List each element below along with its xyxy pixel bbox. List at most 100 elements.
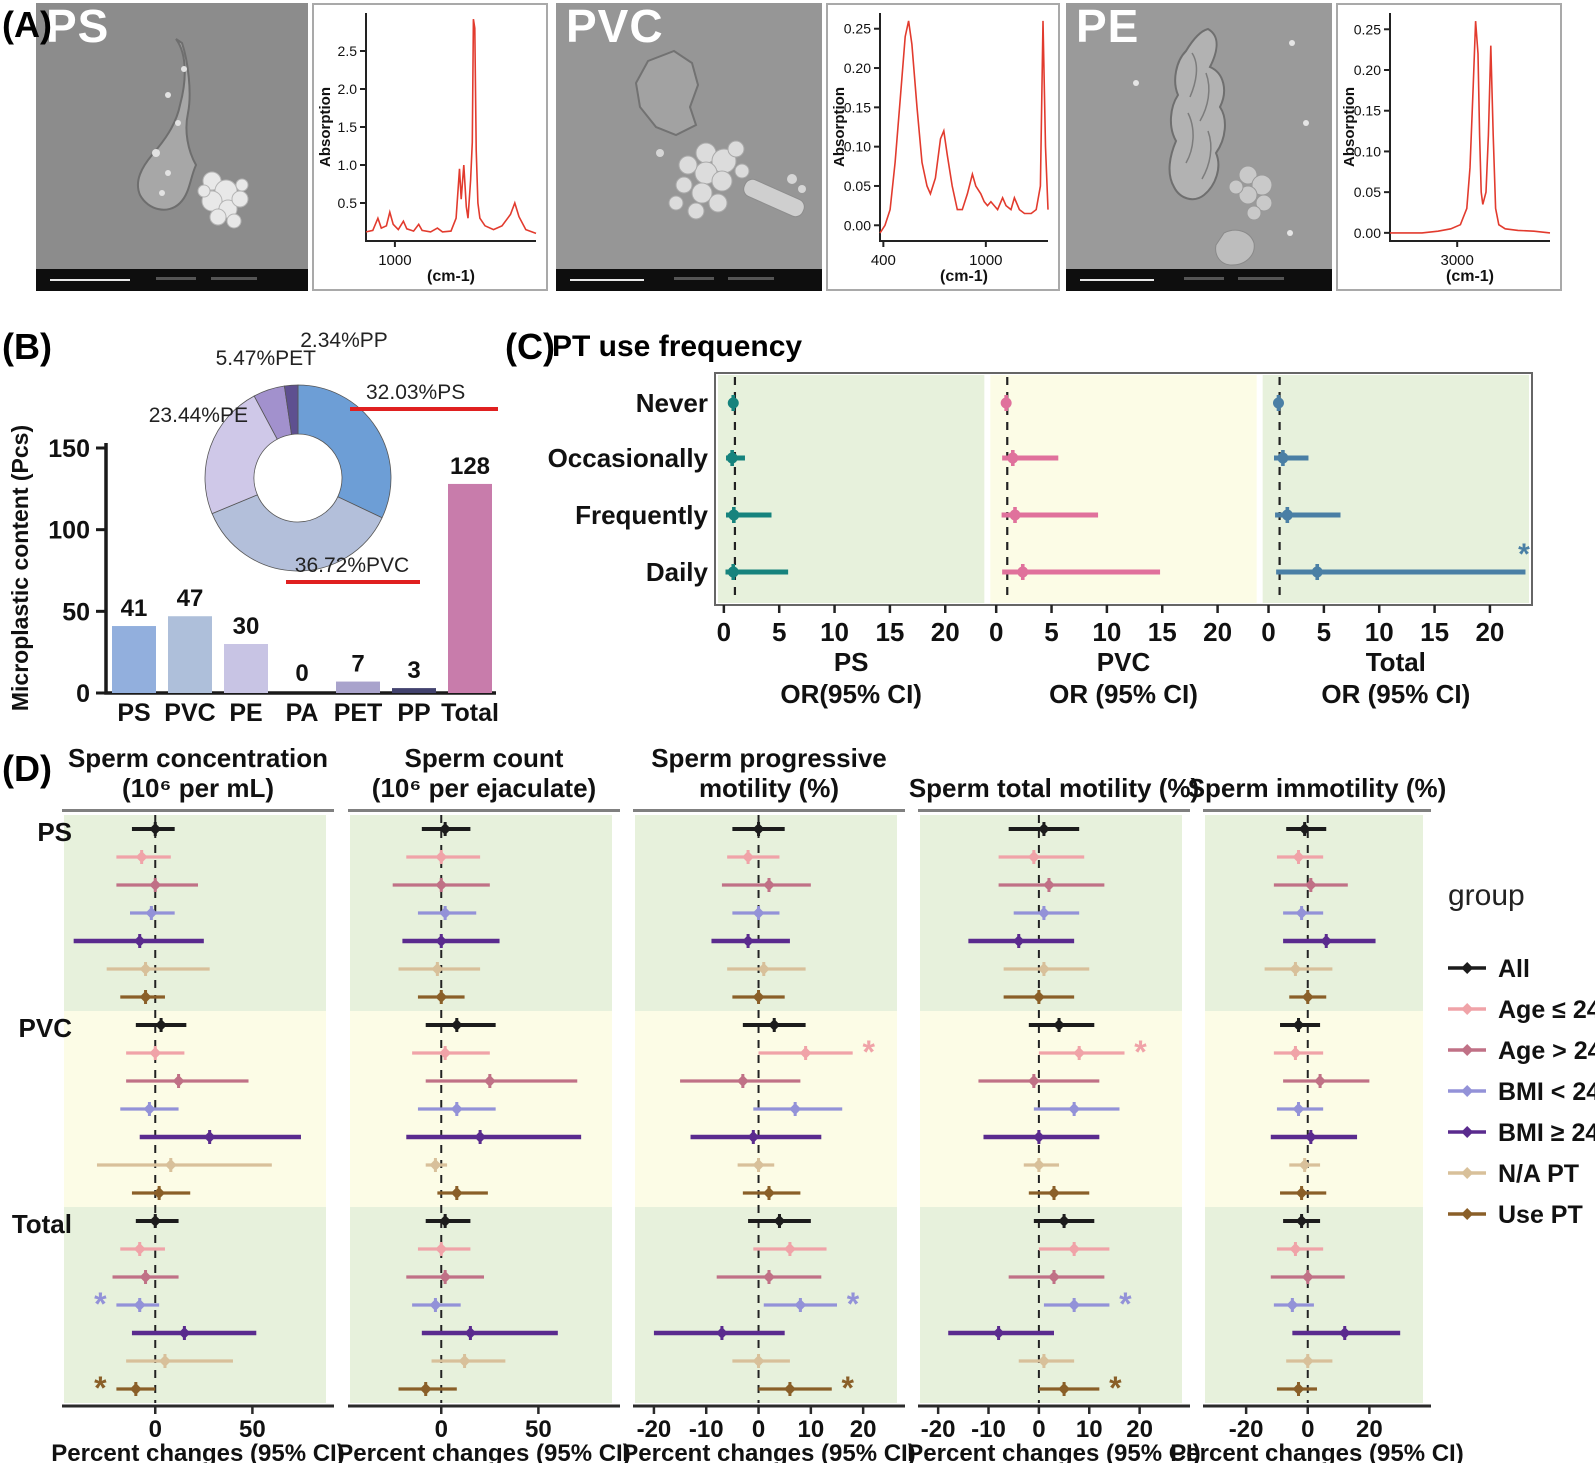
forest-row-Total-N/A PT xyxy=(1286,1354,1333,1368)
bar-value: 7 xyxy=(351,651,364,678)
x-tick-label: 1000 xyxy=(969,252,1002,269)
x-tick-label: 10 xyxy=(820,617,849,647)
bar-category: PET xyxy=(334,699,383,727)
x-tick-label: 5 xyxy=(772,617,786,647)
panel-bg-Total xyxy=(1262,375,1529,603)
col-top-rule xyxy=(1203,809,1431,812)
scale-bar xyxy=(50,279,130,281)
y-axis-label: Absorption xyxy=(1341,87,1358,167)
forest-row-Total-BMI < 24 xyxy=(1043,1298,1110,1312)
significance-star: * xyxy=(842,1370,855,1406)
legend-label: Use PT xyxy=(1498,1201,1583,1229)
legend-item-BMI ≥ 24 xyxy=(1448,1126,1486,1138)
sem-image-pvc: PVC xyxy=(556,3,822,291)
axis-subtitle-PVC: OR (95% CI) xyxy=(1049,679,1198,709)
point-estimate xyxy=(429,1159,442,1171)
forest-row-Total-Frequently xyxy=(1275,507,1341,523)
row-group-label-PVC: PVC xyxy=(19,1013,73,1043)
legend-item-N/A PT xyxy=(1448,1167,1486,1179)
bar-value: 30 xyxy=(233,613,260,640)
y-tick-label: 100 xyxy=(48,517,90,545)
y-tick-label: 2.0 xyxy=(338,81,358,97)
y-tick-label: 0.5 xyxy=(338,195,358,211)
forest-row-Total-BMI < 24 xyxy=(412,1298,461,1312)
band-bg-PS xyxy=(64,815,326,1011)
x-tick-label: 20 xyxy=(1203,617,1232,647)
col-title: Sperm concentration xyxy=(68,745,328,773)
y-tick-label: 50 xyxy=(62,598,90,626)
forest-row-PS-BMI < 24 xyxy=(130,906,175,920)
legend-label: BMI < 24 xyxy=(1498,1078,1595,1106)
bar-category: Total xyxy=(441,699,499,727)
x-axis-label: (cm-1) xyxy=(427,268,475,285)
forest-row-Total-Daily xyxy=(1276,564,1526,580)
x-tick-label: 10 xyxy=(797,1416,824,1443)
forest-row-PS-Frequently xyxy=(726,507,772,523)
row-group-label-PS: PS xyxy=(37,817,72,847)
spectrum-curve xyxy=(879,20,1049,234)
panel-b-label: (B) xyxy=(2,326,52,367)
legend-title: group xyxy=(1448,879,1525,912)
bar-category: PVC xyxy=(164,699,215,727)
x-tick-label: 10 xyxy=(1092,617,1121,647)
y-tick-label: 0.00 xyxy=(844,217,871,233)
bar-value: 0 xyxy=(295,660,308,687)
point-estimate xyxy=(439,1215,452,1227)
point-estimate xyxy=(429,1299,442,1311)
panel-bg-PS xyxy=(718,375,985,603)
point-estimate xyxy=(794,1299,807,1311)
point-estimate xyxy=(439,1047,452,1059)
significance-star: * xyxy=(862,1034,875,1070)
sem-image-pe: PE xyxy=(1066,3,1332,291)
point-estimate xyxy=(1048,1271,1060,1283)
forest-row-PS-All xyxy=(732,822,785,836)
bar-category: PS xyxy=(117,699,150,727)
bar-category: PE xyxy=(229,699,262,727)
row-label-Frequently: Frequently xyxy=(575,500,708,530)
point-estimate xyxy=(757,963,770,975)
donut-slice-PP xyxy=(283,384,299,435)
col-title: Sperm count xyxy=(405,745,564,773)
col-subtitle: (10⁶ per ejaculate) xyxy=(372,773,596,803)
point-estimate xyxy=(1007,452,1019,464)
panel-b-chart: 0 50 100 150 41 PS 47 PVC 30 PE 0 PA 7 PET 3 PP 128 Total… xyxy=(0,325,500,740)
forest-row-PS-Use PT xyxy=(732,990,785,1004)
legend-label: Age > 24 xyxy=(1498,1037,1595,1065)
forest-row-PS-Occasionally xyxy=(726,450,745,466)
x-tick-label: 20 xyxy=(1356,1416,1383,1443)
x-tick-label: 1000 xyxy=(378,252,411,269)
forest-row-PS-N/A PT xyxy=(727,962,806,976)
forest-row-Total-Age > 24 xyxy=(1008,1270,1105,1284)
col-title: Sperm progressive xyxy=(651,745,887,773)
point-estimate xyxy=(439,1271,452,1283)
x-tick-label: 5 xyxy=(1317,617,1331,647)
significance-star: * xyxy=(1134,1034,1147,1070)
x-tick-label: 0 xyxy=(717,617,731,647)
forest-row-PS-Daily xyxy=(725,564,789,580)
x-tick-label: 20 xyxy=(931,617,960,647)
x-axis-title: Percent changes (95% CI) xyxy=(1170,1440,1463,1463)
y-tick-label: 1.5 xyxy=(338,119,358,135)
legend-label: All xyxy=(1498,955,1530,983)
sem-label-pvc: PVC xyxy=(566,3,664,52)
x-tick-label: -20 xyxy=(921,1416,956,1443)
significance-star: * xyxy=(94,1370,107,1406)
band-bg-Total xyxy=(350,1207,612,1403)
point-estimate xyxy=(149,879,162,891)
band-bg-Total xyxy=(1205,1207,1423,1403)
row-label-Occasionally: Occasionally xyxy=(548,443,709,473)
forest-row-PS-BMI < 24 xyxy=(732,906,780,920)
y-tick-label: 0.25 xyxy=(844,21,871,37)
col-top-rule xyxy=(62,809,334,812)
y-tick-label: 0.10 xyxy=(1354,143,1381,159)
point-estimate xyxy=(742,851,755,863)
ftir-spectrum-pe: 0.00 0.05 0.10 0.15 0.20 0.25 3000 (cm-1) Absorp… xyxy=(1336,3,1562,291)
point-estimate xyxy=(450,1103,463,1115)
point-estimate xyxy=(783,1383,796,1395)
row-label-Never: Never xyxy=(636,388,708,418)
point-estimate xyxy=(763,1271,775,1283)
bar-category: PP xyxy=(397,699,430,727)
forest-row-PS-Age ≤ 24 xyxy=(727,850,780,864)
axis-subtitle-Total: OR (95% CI) xyxy=(1321,679,1470,709)
